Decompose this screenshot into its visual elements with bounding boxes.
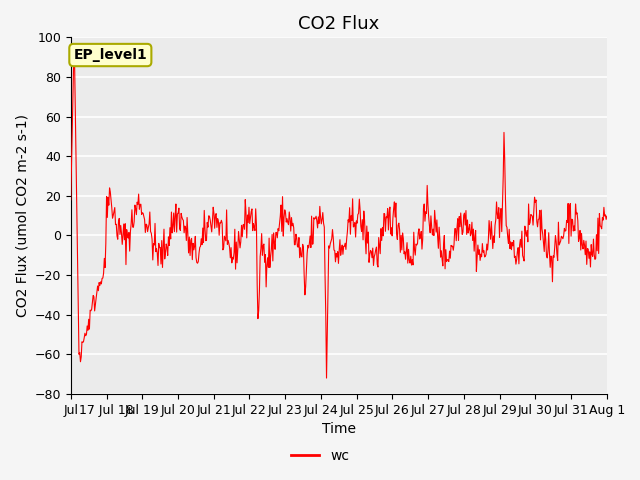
Title: CO2 Flux: CO2 Flux	[298, 15, 380, 33]
X-axis label: Time: Time	[322, 422, 356, 436]
Y-axis label: CO2 Flux (umol CO2 m-2 s-1): CO2 Flux (umol CO2 m-2 s-1)	[15, 114, 29, 317]
Text: EP_level1: EP_level1	[74, 48, 147, 62]
Legend: wc: wc	[285, 443, 355, 468]
